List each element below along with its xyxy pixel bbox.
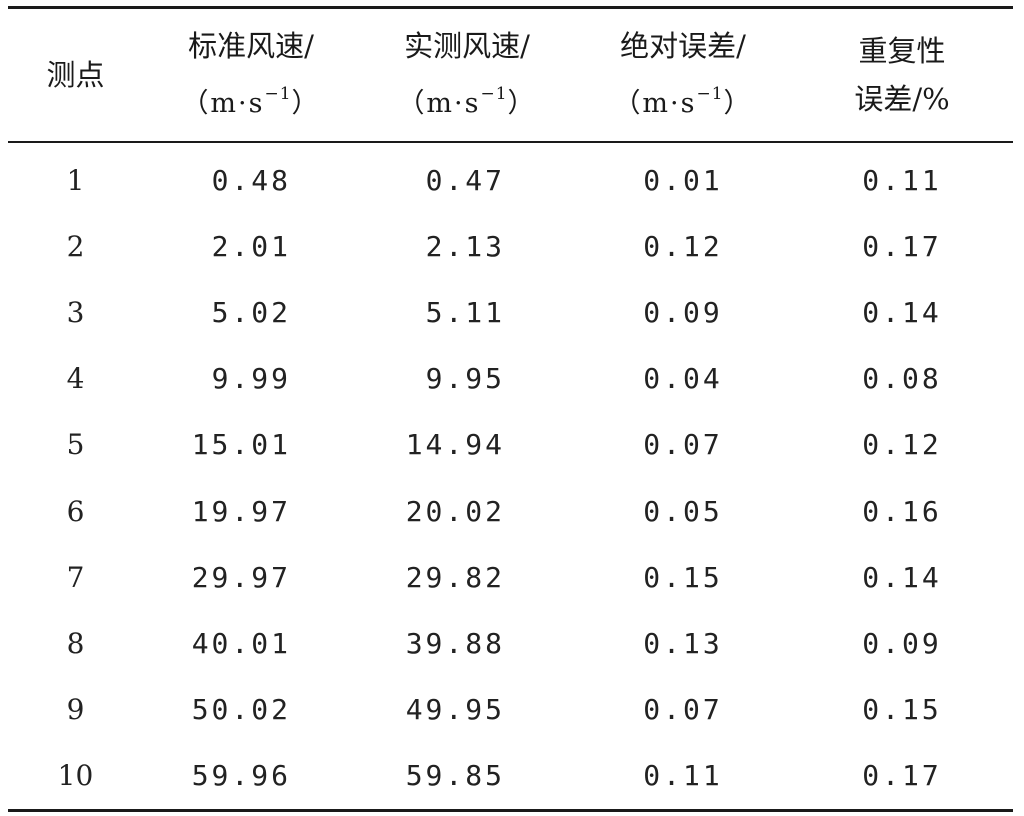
cell-standard-speed: 2.01 [211,229,291,263]
cell-repeatability-error: 0.11 [862,163,942,197]
cell-repeatability-error: 0.12 [862,428,942,462]
cell-measure-point: 4 [66,362,85,396]
cell-absolute-error: 0.12 [643,229,723,263]
data-table-container: 测点 标准风速/ （m·s−1） 实测风速/ （m·s−1） 绝对误差/ （m·… [8,6,1013,812]
cell-standard-speed: 19.97 [191,494,291,528]
table-row: 9 50.02 49.95 0.07 0.15 [8,677,1013,743]
cell-repeatability-error: 0.14 [862,560,942,594]
header-row: 测点 标准风速/ （m·s−1） 实测风速/ （m·s−1） 绝对误差/ （m·… [8,9,1013,141]
header-standard-speed: 标准风速/ （m·s−1） [143,9,359,141]
top-rule [8,6,1013,9]
cell-measured-speed: 14.94 [405,428,505,462]
cell-absolute-error: 0.07 [643,428,723,462]
header-repeatability-error: 重复性 误差/% [791,9,1013,141]
cell-absolute-error: 0.05 [643,494,723,528]
cell-standard-speed: 50.02 [191,693,291,727]
header-absolute-error-unit: （m·s−1） [613,84,753,119]
cell-repeatability-error: 0.17 [862,229,942,263]
cell-repeatability-error: 0.17 [862,759,942,793]
header-standard-speed-unit: （m·s−1） [181,84,321,119]
cell-measure-point: 6 [66,494,85,528]
cell-measure-point: 5 [66,428,85,462]
table-row: 3 5.02 5.11 0.09 0.14 [8,279,1013,345]
header-repeatability-error-label: 重复性 [858,34,946,68]
cell-standard-speed: 0.48 [211,163,291,197]
header-rule [8,141,1013,143]
cell-absolute-error: 0.01 [643,163,723,197]
cell-measured-speed: 5.11 [425,295,505,329]
table-row: 10 59.96 59.85 0.11 0.17 [8,743,1013,809]
cell-repeatability-error: 0.15 [862,693,942,727]
table-row: 2 2.01 2.13 0.12 0.17 [8,213,1013,279]
header-repeatability-error-unit: 误差/% [854,82,950,116]
cell-absolute-error: 0.09 [643,295,723,329]
table-row: 6 19.97 20.02 0.05 0.16 [8,478,1013,544]
cell-measured-speed: 39.88 [405,626,505,660]
cell-measured-speed: 2.13 [425,229,505,263]
table-row: 7 29.97 29.82 0.15 0.14 [8,544,1013,610]
cell-measure-point: 9 [66,693,85,727]
cell-repeatability-error: 0.16 [862,494,942,528]
cell-absolute-error: 0.15 [643,560,723,594]
cell-measure-point: 8 [66,626,85,660]
table-row: 5 15.01 14.94 0.07 0.12 [8,412,1013,478]
cell-measured-speed: 0.47 [425,163,505,197]
cell-measure-point: 3 [66,295,85,329]
wind-speed-table: 测点 标准风速/ （m·s−1） 实测风速/ （m·s−1） 绝对误差/ （m·… [8,9,1013,809]
cell-standard-speed: 5.02 [211,295,291,329]
cell-absolute-error: 0.07 [643,693,723,727]
table-row: 8 40.01 39.88 0.13 0.09 [8,610,1013,676]
cell-measure-point: 7 [66,560,85,594]
cell-standard-speed: 15.01 [191,428,291,462]
cell-standard-speed: 29.97 [191,560,291,594]
cell-absolute-error: 0.04 [643,362,723,396]
cell-measured-speed: 20.02 [405,494,505,528]
header-absolute-error: 绝对误差/ （m·s−1） [575,9,791,141]
cell-measure-point: 10 [57,759,94,793]
header-absolute-error-label: 绝对误差/ [620,29,746,63]
table-row: 1 0.48 0.47 0.01 0.11 [8,143,1013,213]
table-body: 1 0.48 0.47 0.01 0.11 2 2.01 2.13 0.12 0.17 3 5.02 5… [8,143,1013,809]
cell-measured-speed: 9.95 [425,362,505,396]
cell-measured-speed: 29.82 [405,560,505,594]
header-measured-speed-label: 实测风速/ [404,29,530,63]
header-measured-speed-unit: （m·s−1） [397,84,537,119]
cell-repeatability-error: 0.08 [862,362,942,396]
header-measured-speed: 实测风速/ （m·s−1） [359,9,575,141]
cell-repeatability-error: 0.14 [862,295,942,329]
header-measure-point: 测点 [8,9,143,141]
bottom-rule [8,808,1013,812]
cell-measured-speed: 59.85 [405,759,505,793]
cell-absolute-error: 0.13 [643,626,723,660]
cell-repeatability-error: 0.09 [862,626,942,660]
cell-absolute-error: 0.11 [643,759,723,793]
cell-measure-point: 1 [66,163,85,197]
table-row: 4 9.99 9.95 0.04 0.08 [8,346,1013,412]
cell-standard-speed: 40.01 [191,626,291,660]
cell-measured-speed: 49.95 [405,693,505,727]
header-standard-speed-label: 标准风速/ [188,29,314,63]
cell-measure-point: 2 [66,229,85,263]
header-measure-point-label: 测点 [46,58,105,92]
cell-standard-speed: 9.99 [211,362,291,396]
cell-standard-speed: 59.96 [191,759,291,793]
